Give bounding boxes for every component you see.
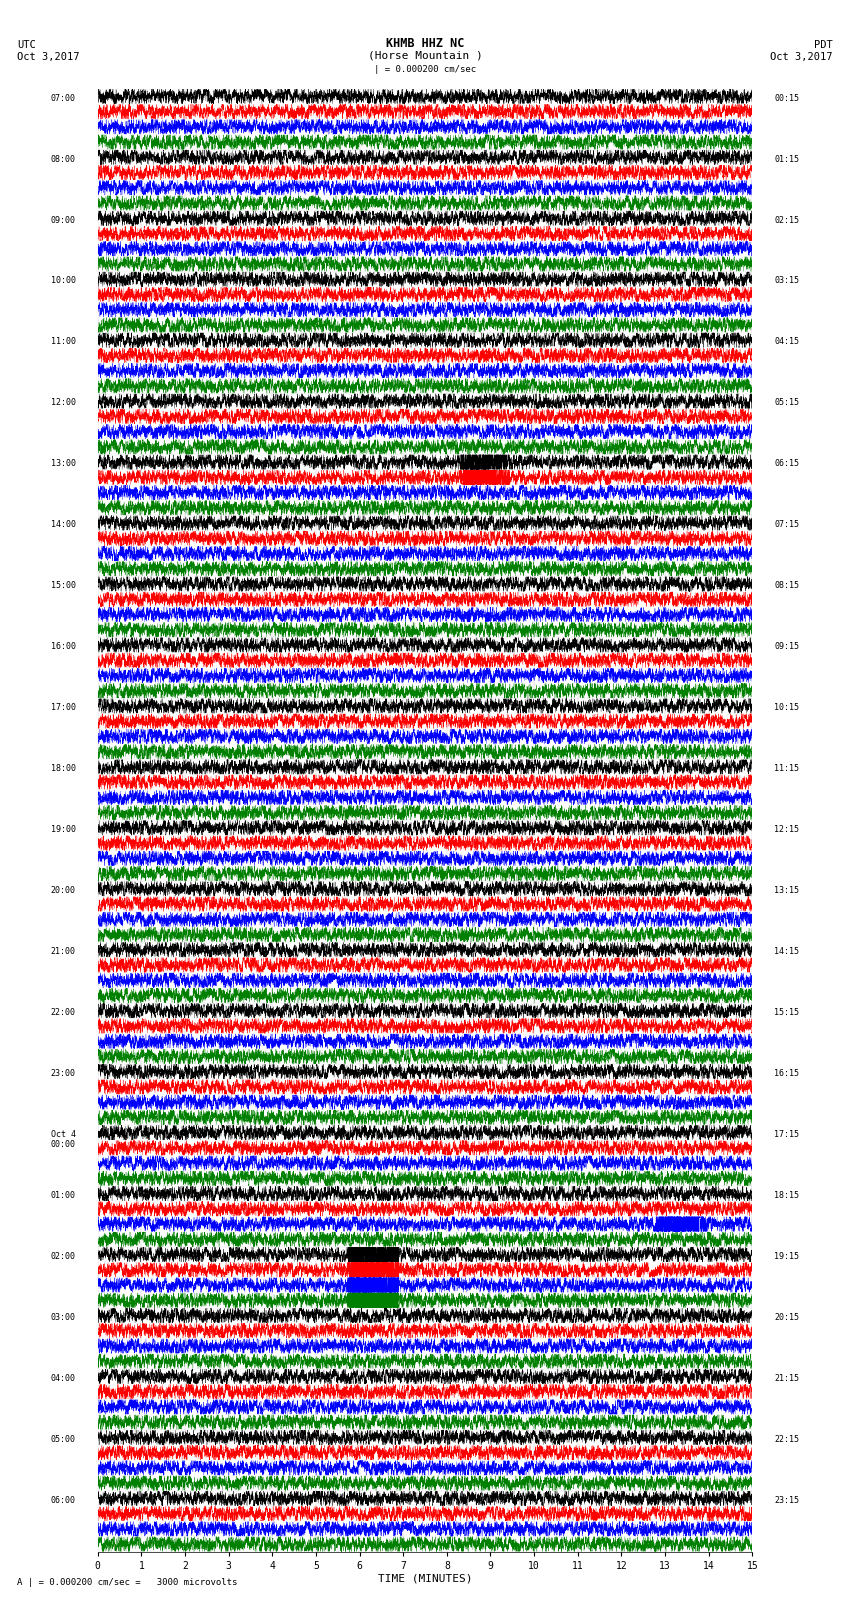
Text: Oct 3,2017: Oct 3,2017 [770,52,833,61]
Text: 23:00: 23:00 [51,1069,76,1077]
Text: 18:15: 18:15 [774,1190,799,1200]
Text: 16:00: 16:00 [51,642,76,652]
X-axis label: TIME (MINUTES): TIME (MINUTES) [377,1574,473,1584]
Text: 00:15: 00:15 [774,94,799,103]
Text: 02:15: 02:15 [774,216,799,224]
Text: (Horse Mountain ): (Horse Mountain ) [367,50,483,60]
Text: 01:15: 01:15 [774,155,799,163]
Text: 20:00: 20:00 [51,886,76,895]
Text: 09:15: 09:15 [774,642,799,652]
Text: 06:00: 06:00 [51,1495,76,1505]
Text: 06:15: 06:15 [774,460,799,468]
Text: 05:15: 05:15 [774,398,799,408]
Text: KHMB HHZ NC: KHMB HHZ NC [386,37,464,50]
Text: 02:00: 02:00 [51,1252,76,1261]
Text: 22:00: 22:00 [51,1008,76,1016]
Text: 12:15: 12:15 [774,826,799,834]
Text: 11:15: 11:15 [774,765,799,773]
Text: 07:00: 07:00 [51,94,76,103]
Text: 11:00: 11:00 [51,337,76,347]
Text: PDT: PDT [814,40,833,50]
Text: 09:00: 09:00 [51,216,76,224]
Text: 03:00: 03:00 [51,1313,76,1321]
Text: 19:00: 19:00 [51,826,76,834]
Text: 08:15: 08:15 [774,581,799,590]
Text: 20:15: 20:15 [774,1313,799,1321]
Text: 03:15: 03:15 [774,276,799,286]
Text: 15:00: 15:00 [51,581,76,590]
Text: 13:00: 13:00 [51,460,76,468]
Text: | = 0.000200 cm/sec: | = 0.000200 cm/sec [374,65,476,74]
Text: 10:00: 10:00 [51,276,76,286]
Text: 19:15: 19:15 [774,1252,799,1261]
Text: 22:15: 22:15 [774,1434,799,1444]
Text: Oct 3,2017: Oct 3,2017 [17,52,80,61]
Text: Oct 4
00:00: Oct 4 00:00 [51,1129,76,1150]
Text: 18:00: 18:00 [51,765,76,773]
Text: 23:15: 23:15 [774,1495,799,1505]
Text: 08:00: 08:00 [51,155,76,163]
Text: 15:15: 15:15 [774,1008,799,1016]
Text: 13:15: 13:15 [774,886,799,895]
Text: 07:15: 07:15 [774,521,799,529]
Text: 05:00: 05:00 [51,1434,76,1444]
Text: 17:00: 17:00 [51,703,76,713]
Text: 17:15: 17:15 [774,1129,799,1139]
Text: 14:00: 14:00 [51,521,76,529]
Text: 21:15: 21:15 [774,1374,799,1382]
Text: 21:00: 21:00 [51,947,76,957]
Text: 04:00: 04:00 [51,1374,76,1382]
Text: 04:15: 04:15 [774,337,799,347]
Text: UTC: UTC [17,40,36,50]
Text: 12:00: 12:00 [51,398,76,408]
Text: A | = 0.000200 cm/sec =   3000 microvolts: A | = 0.000200 cm/sec = 3000 microvolts [17,1578,237,1587]
Text: 10:15: 10:15 [774,703,799,713]
Text: 14:15: 14:15 [774,947,799,957]
Text: 01:00: 01:00 [51,1190,76,1200]
Text: 16:15: 16:15 [774,1069,799,1077]
